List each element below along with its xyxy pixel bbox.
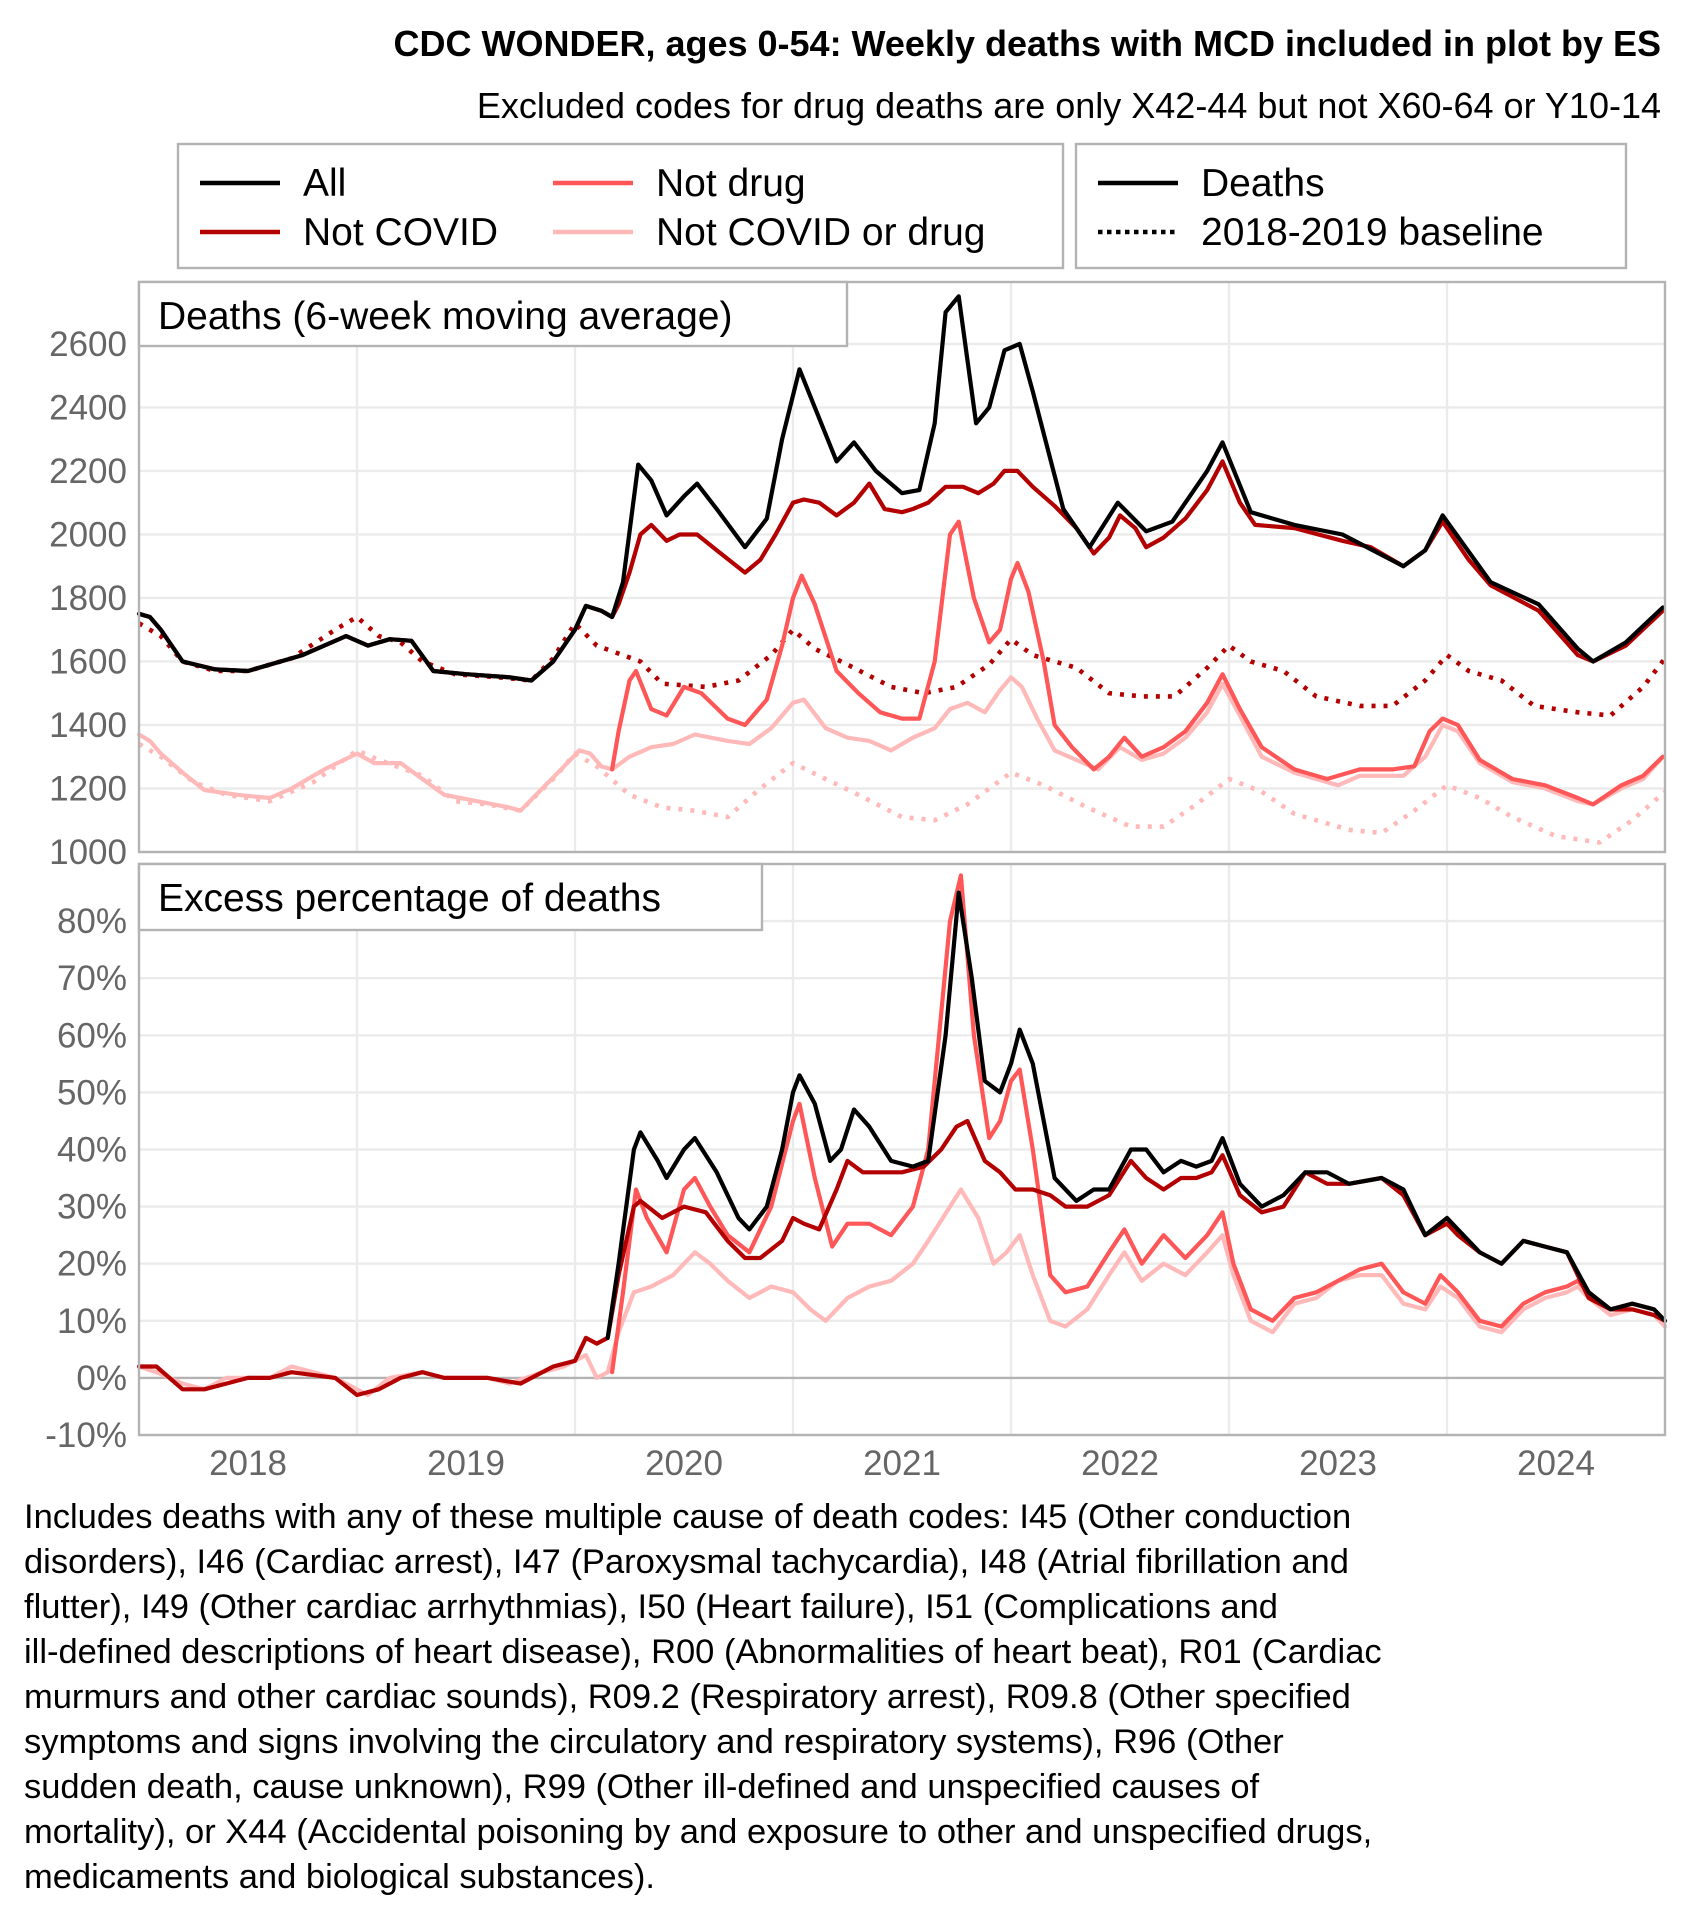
caption: Includes deaths with any of these multip… [24,1498,1382,1896]
panel-excess-strip: Excess percentage of deaths [137,862,764,932]
caption-line: sudden death, cause unknown), R99 (Other… [24,1768,1260,1806]
panel-deaths: 1000 1200 1400 1600 1800 2000 2200 2400 2600 Dea… [49,280,1667,872]
panel-excess: -10% 0% 10% 20% 30% 40% 50% 60% 70% 80% Excess pe… [45,862,1668,1455]
legend-item-baseline: 2018-2019 baseline [1098,211,1544,254]
y-tick-label: 1800 [49,579,127,618]
y-tick-label: 2200 [49,452,127,491]
series-line-all [136,294,1665,683]
legend-item-not-covid-or-drug: Not COVID or drug [553,211,985,254]
caption-line: ill-defined descriptions of heart diseas… [24,1633,1382,1671]
chart-subtitle: Excluded codes for drug deaths are only … [477,85,1661,126]
y-tick-label: 2000 [49,515,127,554]
legend-label-not-covid: Not COVID [303,211,498,254]
panel-deaths-strip: Deaths (6-week moving average) [137,280,849,348]
x-tick-label: 2018 [209,1444,287,1483]
y-tick-label: -10% [45,1416,127,1455]
caption-line: medicaments and biological substances). [24,1858,655,1896]
y-tick-label: 40% [57,1131,127,1170]
panel-deaths-strip-box [137,280,849,348]
legend-linetype: Deaths 2018-2019 baseline [1074,142,1628,270]
x-axis: 2018 2019 2020 2021 2022 2023 2024 [209,1444,1595,1483]
legend-label-deaths: Deaths [1201,162,1325,205]
legend-linetype-frame [1074,142,1628,270]
panel-excess-title: Excess percentage of deaths [158,877,661,920]
legend-item-not-covid: Not COVID [200,211,498,254]
legend-label-baseline: 2018-2019 baseline [1201,211,1544,254]
panel-excess-strip-box [137,862,764,932]
series-line-all [605,890,1668,1340]
legend-item-not-drug: Not drug [553,162,806,205]
caption-line: disorders), I46 (Cardiac arrest), I47 (P… [24,1543,1349,1581]
legend-series-frame [176,142,1065,270]
legend-item-all: All [200,162,346,205]
panel-excess-y-axis: -10% 0% 10% 20% 30% 40% 50% 60% 70% 80% [45,902,127,1455]
caption-line: mortality), or X44 (Accidental poisoning… [24,1813,1372,1851]
y-tick-label: 2600 [49,325,127,364]
x-tick-label: 2019 [427,1444,505,1483]
series-line-not-covid-or-drug-baseline [137,742,1667,845]
x-tick-label: 2022 [1081,1444,1159,1483]
series-line-not-covid-or-drug [136,675,1665,813]
y-tick-label: 20% [57,1245,127,1284]
x-tick-label: 2021 [863,1444,941,1483]
series-line-not-covid [136,1118,1668,1398]
x-tick-label: 2023 [1299,1444,1377,1483]
legend-label-not-drug: Not drug [656,162,806,205]
series-line-not-covid-baseline [137,614,1667,718]
legend-label-not-covid-or-drug: Not COVID or drug [656,211,985,254]
x-tick-label: 2020 [645,1444,723,1483]
panel-deaths-lines [136,294,1667,845]
y-tick-label: 30% [57,1188,127,1227]
legend-item-deaths: Deaths [1098,162,1325,205]
y-tick-label: 1000 [49,833,127,872]
caption-line: symptoms and signs involving the circula… [24,1723,1284,1761]
caption-line: Includes deaths with any of these multip… [24,1498,1351,1536]
y-tick-label: 1400 [49,706,127,745]
y-tick-label: 0% [76,1359,127,1398]
y-tick-label: 2400 [49,388,127,427]
y-tick-label: 10% [57,1302,127,1341]
chart-title: CDC WONDER, ages 0-54: Weekly deaths wit… [393,23,1661,64]
series-line-not-drug [610,519,1665,807]
panel-excess-lines [136,873,1668,1398]
y-tick-label: 1600 [49,642,127,681]
y-tick-label: 70% [57,959,127,998]
y-tick-label: 50% [57,1073,127,1112]
panel-deaths-title: Deaths (6-week moving average) [158,295,732,338]
y-tick-label: 60% [57,1016,127,1055]
legend-label-all: All [303,162,346,205]
panel-deaths-frame [137,280,1667,854]
y-tick-label: 80% [57,902,127,941]
legend-series: All Not COVID Not drug Not COVID or drug [176,142,1065,270]
y-tick-label: 1200 [49,769,127,808]
panel-deaths-y-axis: 1000 1200 1400 1600 1800 2000 2200 2400 2600 [49,325,127,872]
series-line-not-drug [610,873,1668,1375]
panel-excess-frame [137,862,1667,1437]
caption-line: murmurs and other cardiac sounds), R09.2… [24,1678,1351,1716]
caption-line: flutter), I49 (Other cardiac arrhythmias… [24,1588,1278,1626]
x-tick-label: 2024 [1517,1444,1595,1483]
